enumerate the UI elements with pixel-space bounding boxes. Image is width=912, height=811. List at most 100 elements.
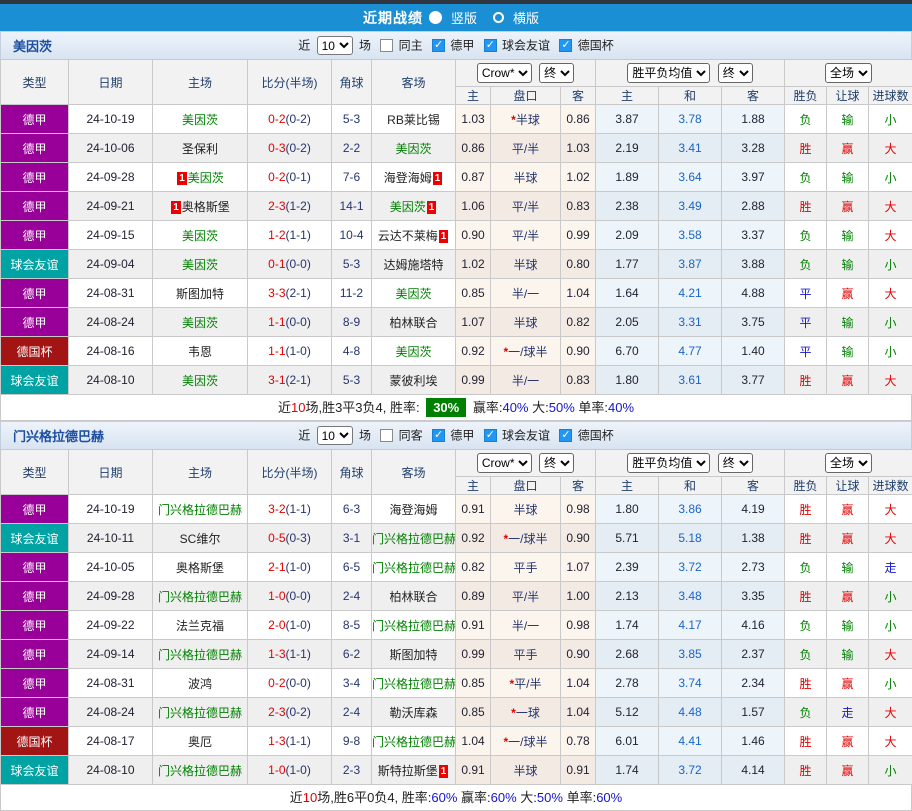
avg-odds-select[interactable]: 胜平负均值 xyxy=(627,63,710,83)
away-team-cell: 勒沃库森 xyxy=(372,698,456,727)
score-cell: 1-0(1-0) xyxy=(248,756,332,785)
avg-draw-odds: 4.21 xyxy=(659,279,722,308)
score-cell: 3-3(2-1) xyxy=(248,279,332,308)
avg-away-odds: 2.34 xyxy=(722,669,785,698)
home-team-name: 美因茨 xyxy=(182,258,218,272)
avg-away-odds: 1.46 xyxy=(722,727,785,756)
fulltime-score: 2-3 xyxy=(268,705,285,719)
avg-odds-select[interactable]: 胜平负均值 xyxy=(627,453,710,473)
result-handicap-cell: 赢 xyxy=(827,727,869,756)
same-venue-label[interactable]: 同客 xyxy=(399,429,423,443)
friendly-checkbox[interactable] xyxy=(484,39,497,52)
handicap-cell: 半球 xyxy=(491,250,561,279)
home-team-cell: 斯图加特 xyxy=(153,279,248,308)
fulltime-select[interactable]: 全场 xyxy=(825,63,872,83)
score-cell: 3-1(2-1) xyxy=(248,366,332,395)
avg-away-odds: 1.38 xyxy=(722,524,785,553)
avg-draw-odds: 3.41 xyxy=(659,134,722,163)
league-label[interactable]: 德甲 xyxy=(450,429,474,443)
cup-label[interactable]: 德国杯 xyxy=(578,39,614,53)
cup-label[interactable]: 德国杯 xyxy=(578,429,614,443)
bookmaker-select[interactable]: Crow* xyxy=(477,63,532,83)
league-label[interactable]: 德甲 xyxy=(450,39,474,53)
result-handicap-cell: 输 xyxy=(827,250,869,279)
recent-count-select[interactable]: 10 xyxy=(317,426,353,445)
col-handicap-result: 让球 xyxy=(827,87,869,105)
avg-draw-odds: 3.49 xyxy=(659,192,722,221)
corner-score: 5-3 xyxy=(332,105,372,134)
summary-part: 赢率: xyxy=(457,790,490,805)
avg-draw-odds: 3.31 xyxy=(659,308,722,337)
same-venue-checkbox[interactable] xyxy=(380,429,393,442)
league-checkbox[interactable] xyxy=(432,39,445,52)
match-type-badge: 德国杯 xyxy=(1,337,69,366)
avg-draw-odds: 3.48 xyxy=(659,582,722,611)
same-venue-label[interactable]: 同主 xyxy=(399,39,423,53)
odds-away: 0.78 xyxy=(561,727,596,756)
avg-away-odds: 2.37 xyxy=(722,640,785,669)
handicap-cell: 半/一 xyxy=(491,366,561,395)
odds-away: 0.90 xyxy=(561,524,596,553)
final-odds-select[interactable]: 终 xyxy=(539,63,574,83)
vertical-layout-label[interactable]: 竖版 xyxy=(451,8,477,27)
final-odds-select[interactable]: 终 xyxy=(539,453,574,473)
filter-bar: 近 10 场 同主 德甲 球会友谊 德国杯 xyxy=(1,36,911,55)
bookmaker-select[interactable]: Crow* xyxy=(477,453,532,473)
result-win-cell: 负 xyxy=(785,163,827,192)
cup-checkbox[interactable] xyxy=(559,39,572,52)
red-card-badge: 1 xyxy=(439,230,449,243)
handicap-value: 一/球半 xyxy=(508,735,547,749)
result-handicap-cell: 输 xyxy=(827,163,869,192)
halftime-score: (0-0) xyxy=(286,315,311,329)
result-win-cell: 负 xyxy=(785,553,827,582)
match-date: 24-10-06 xyxy=(69,134,153,163)
handicap-cell: 平/半 xyxy=(491,134,561,163)
result-win-cell: 胜 xyxy=(785,756,827,785)
home-team-name: 门兴格拉德巴赫 xyxy=(158,648,242,662)
handicap-value: 平/半 xyxy=(512,200,539,214)
away-team-name: 海登海姆 xyxy=(384,171,432,185)
avg-group-header: 胜平负均值 终 xyxy=(596,450,785,477)
home-team-cell: 美因茨 xyxy=(153,105,248,134)
result-goals-cell: 小 xyxy=(869,105,912,134)
odds-away: 1.02 xyxy=(561,163,596,192)
handicap-cell: 半/一 xyxy=(491,279,561,308)
horizontal-layout-label[interactable]: 横版 xyxy=(513,8,539,27)
avg-final-select[interactable]: 终 xyxy=(718,63,753,83)
recent-count-select[interactable]: 10 xyxy=(317,36,353,55)
match-type-badge: 德甲 xyxy=(1,221,69,250)
result-handicap-cell: 赢 xyxy=(827,495,869,524)
avg-final-select[interactable]: 终 xyxy=(718,453,753,473)
fulltime-score: 0-2 xyxy=(268,676,285,690)
result-handicap-cell: 输 xyxy=(827,105,869,134)
friendly-label[interactable]: 球会友谊 xyxy=(502,429,550,443)
home-team-name: 门兴格拉德巴赫 xyxy=(158,590,242,604)
matches-table-mainz: 类型 日期 主场 比分(半场) 角球 客场 Crow* 终 胜平负均值 终 全场 xyxy=(0,59,912,395)
col-home: 主场 xyxy=(153,60,248,105)
score-cell: 0-2(0-2) xyxy=(248,105,332,134)
match-type-badge: 德甲 xyxy=(1,163,69,192)
friendly-label[interactable]: 球会友谊 xyxy=(502,39,550,53)
vertical-layout-radio[interactable] xyxy=(429,11,442,24)
avg-draw-odds: 3.85 xyxy=(659,640,722,669)
fulltime-select[interactable]: 全场 xyxy=(825,453,872,473)
same-venue-checkbox[interactable] xyxy=(380,39,393,52)
summary-part: 50% xyxy=(549,400,575,415)
score-cell: 2-3(1-2) xyxy=(248,192,332,221)
cup-checkbox[interactable] xyxy=(559,429,572,442)
horizontal-layout-radio[interactable] xyxy=(493,12,504,23)
summary-part: 50% xyxy=(537,790,563,805)
games-label: 场 xyxy=(359,429,371,443)
red-card-badge: 1 xyxy=(439,765,449,778)
friendly-checkbox[interactable] xyxy=(484,429,497,442)
match-date: 24-09-04 xyxy=(69,250,153,279)
col-date: 日期 xyxy=(69,60,153,105)
summary-part: 10 xyxy=(303,790,317,805)
odds-home: 1.02 xyxy=(456,250,491,279)
fulltime-score: 2-0 xyxy=(268,618,285,632)
col-avg-draw: 和 xyxy=(659,87,722,105)
league-checkbox[interactable] xyxy=(432,429,445,442)
